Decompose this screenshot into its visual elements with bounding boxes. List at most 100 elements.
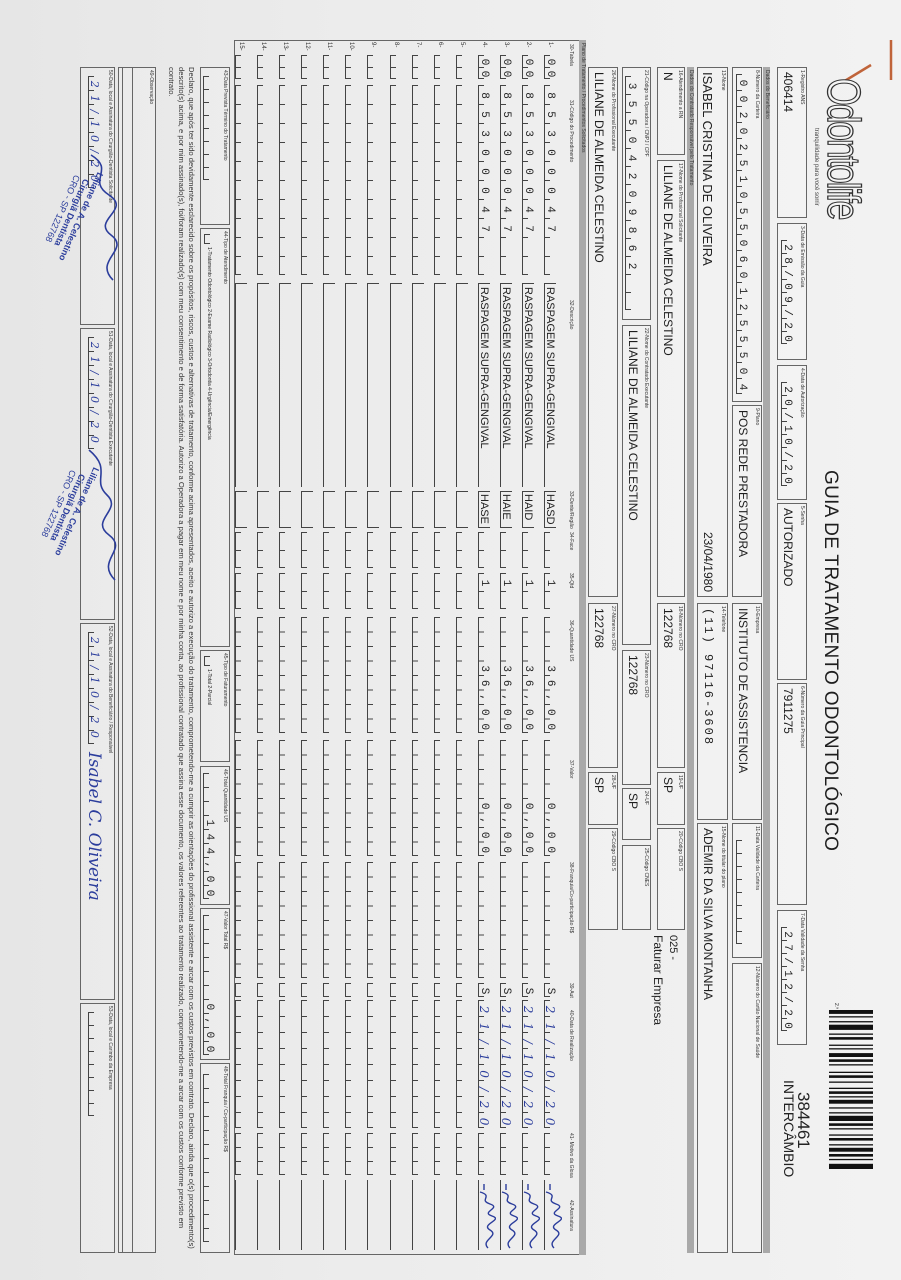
field-value: 7911275 bbox=[781, 688, 795, 734]
cell-value bbox=[279, 740, 292, 856]
cell-value bbox=[411, 740, 424, 856]
cell-aut bbox=[455, 983, 468, 997]
tipo-faturamento-checkbox[interactable] bbox=[204, 656, 216, 666]
cell-tabela: 00 bbox=[477, 55, 490, 83]
row-number: 10- bbox=[348, 42, 355, 51]
field-assinatura-beneficiario: 52-Data, local e Assinatura do Beneficiá… bbox=[80, 623, 115, 1000]
cell-face bbox=[257, 532, 270, 568]
cell-copay bbox=[301, 862, 314, 978]
cell-face bbox=[411, 532, 424, 568]
barcode-bar bbox=[829, 1163, 873, 1170]
field-value: SP bbox=[626, 793, 640, 810]
cell-description bbox=[345, 283, 358, 487]
cell-glosa bbox=[499, 1133, 512, 1175]
field-total-franquia: 48-Total Franquia / Co-participação R$ bbox=[200, 1063, 230, 1253]
cell-aut bbox=[433, 983, 446, 997]
cell-qty bbox=[345, 573, 358, 609]
logo: Odontolife bbox=[817, 77, 870, 219]
cell-qty: 1 bbox=[521, 573, 534, 609]
cell-tooth bbox=[389, 491, 402, 528]
billing-code: 025 - bbox=[667, 935, 679, 961]
cell-tooth bbox=[433, 491, 446, 528]
field-value: 122768 bbox=[592, 608, 606, 649]
cell-qty bbox=[301, 573, 314, 609]
section-bar-plano-tratamento: Plano de Tratamento / Procedimentos Soli… bbox=[579, 40, 586, 1255]
cell-us bbox=[323, 617, 336, 733]
cell-face bbox=[477, 532, 490, 568]
row-number: 8- bbox=[392, 42, 399, 48]
field-value: SP bbox=[592, 777, 606, 794]
cell-date bbox=[411, 1000, 424, 1128]
field-label: 3-Data de Emissão da Guia bbox=[799, 226, 805, 288]
total-value-cells: 0,00 bbox=[203, 915, 215, 1060]
cell-aut: S bbox=[499, 983, 512, 1002]
barcode-bar bbox=[829, 1087, 873, 1089]
cell-code: 85300047 bbox=[499, 85, 512, 275]
cell-signature bbox=[279, 1180, 281, 1250]
field-label: 8-Número da Carteira bbox=[754, 70, 760, 119]
cell-signature bbox=[257, 1180, 259, 1250]
cell-tabela bbox=[433, 55, 446, 79]
cell-value bbox=[323, 740, 336, 856]
cell-qty bbox=[257, 573, 270, 609]
field-value: LILIANE DE ALMEIDA CELESTINO bbox=[592, 72, 606, 263]
birth-date: 23/04/1980 bbox=[701, 531, 715, 592]
cell-face bbox=[499, 532, 512, 568]
cell-qty bbox=[411, 573, 424, 609]
date-cells: 27/12/20 bbox=[781, 927, 793, 1035]
cell-us bbox=[367, 617, 380, 733]
field-value: (11) 97116-3608 bbox=[701, 608, 715, 747]
field-cartao-nacional-saude: 12-Número do Cartão Nacional de Saúde bbox=[732, 963, 762, 1253]
cell-date bbox=[345, 1000, 358, 1128]
cell-face bbox=[367, 532, 380, 568]
dentist-signature-scribble bbox=[90, 154, 118, 281]
cell-signature bbox=[455, 1180, 457, 1250]
billing-text: Faturar Empresa bbox=[651, 935, 665, 1026]
cell-qty: 1 bbox=[477, 573, 490, 609]
cell-tabela bbox=[367, 55, 380, 79]
field-codigo-cnes: 25-Código CNES bbox=[622, 845, 651, 930]
field-label: 45-Tipo de Faturamento bbox=[222, 653, 228, 707]
row-number: 4- bbox=[480, 42, 487, 48]
cell-tooth: HAID bbox=[521, 491, 534, 528]
cell-glosa bbox=[389, 1133, 402, 1175]
cell-code bbox=[301, 85, 314, 275]
field-label: 24-UF bbox=[643, 791, 649, 805]
cell-face bbox=[433, 532, 446, 568]
cell-qty bbox=[433, 573, 446, 609]
cell-tabela bbox=[455, 55, 468, 79]
cell-qty: 1 bbox=[544, 573, 556, 609]
barcode-bar bbox=[829, 1064, 873, 1066]
cell-code bbox=[235, 85, 248, 275]
tipo-atendimento-checkbox[interactable] bbox=[204, 234, 216, 244]
barcode-bar bbox=[829, 1128, 873, 1130]
cell-description: RASPAGEM SUPRA-GENGIVAL bbox=[477, 283, 490, 487]
signature-scribble bbox=[523, 1184, 540, 1249]
barcode-bar bbox=[829, 1053, 873, 1057]
field-data-prevista: 43-Data Prevista Término do Tratamento bbox=[200, 67, 230, 225]
cell-copay bbox=[411, 862, 424, 978]
barcode-bar bbox=[829, 1024, 873, 1030]
cell-glosa bbox=[367, 1133, 380, 1175]
cell-tabela bbox=[411, 55, 424, 79]
cell-copay bbox=[367, 862, 380, 978]
field-carimbo-empresa: 53-Data, local e Carimbo da Empresa bbox=[80, 1003, 115, 1253]
cell-glosa bbox=[477, 1133, 490, 1175]
field-uf-contratado: 24-UF SP bbox=[622, 788, 651, 840]
row-number: 7- bbox=[414, 42, 421, 48]
field-uf-solicitante: 19-UF SP bbox=[657, 772, 685, 825]
signature-date: 21/10/20 bbox=[88, 632, 101, 745]
cell-signature bbox=[367, 1180, 369, 1250]
barcode-bar bbox=[829, 1044, 873, 1046]
cell-copay bbox=[279, 862, 292, 978]
field-cro-executante: 27-Número no CRO 122768 bbox=[588, 603, 618, 768]
cell-date bbox=[257, 1000, 270, 1128]
field-label: 27-Número no CRO bbox=[610, 606, 616, 651]
field-cro-solicitante: 18-Número no CRO 122768 bbox=[657, 603, 685, 768]
cell-us bbox=[279, 617, 292, 733]
cell-glosa bbox=[279, 1133, 292, 1175]
cell-tabela bbox=[257, 55, 270, 79]
field-observacao[interactable]: 49-Observação bbox=[118, 67, 156, 1253]
field-valor-total: 47-Valor Total R$ 0,00 bbox=[200, 908, 230, 1060]
cell-aut bbox=[389, 983, 402, 997]
